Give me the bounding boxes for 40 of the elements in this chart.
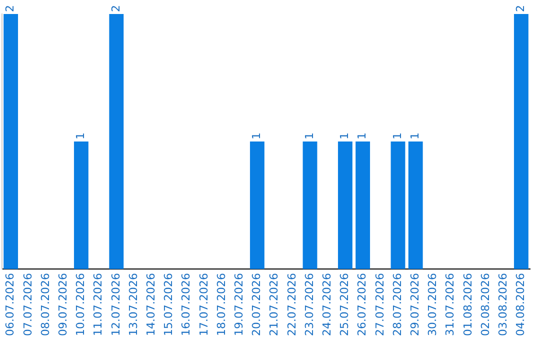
data-label: 1	[356, 132, 369, 140]
x-tick-label: 28.07.2026	[390, 273, 404, 336]
x-tick-label: 29.07.2026	[408, 273, 422, 336]
x-tick-label: 01.08.2026	[461, 273, 474, 336]
data-label: 1	[250, 132, 264, 140]
data-label: 2	[4, 5, 17, 12]
x-tick-label: 15.07.2026	[162, 273, 176, 336]
x-tick-label: 03.08.2026	[496, 273, 510, 336]
x-tick-label: 10.07.2026	[74, 273, 88, 336]
data-label: 1	[74, 132, 88, 140]
x-tick-label: 25.07.2026	[338, 273, 352, 336]
x-tick-label: 22.07.2026	[285, 273, 298, 336]
x-tick-label: 02.08.2026	[478, 273, 492, 336]
x-tick-label: 21.07.2026	[268, 273, 281, 336]
x-tick-label: 06.07.2026	[4, 273, 17, 336]
x-tick-label: 19.07.2026	[232, 273, 246, 336]
data-label: 1	[302, 132, 316, 140]
data-label: 1	[408, 132, 422, 140]
x-tick-label: 16.07.2026	[180, 273, 193, 336]
x-tick-label: 17.07.2026	[197, 273, 210, 336]
data-label: 2	[514, 5, 528, 12]
x-tick-label: 08.07.2026	[38, 273, 52, 336]
data-label: 2	[109, 5, 122, 12]
x-tick-label: 31.07.2026	[444, 273, 457, 336]
x-tick-label: 11.07.2026	[92, 273, 105, 336]
x-tick-label: 23.07.2026	[302, 273, 316, 336]
x-tick-label: 20.07.2026	[250, 273, 264, 336]
x-tick-label: 24.07.2026	[320, 273, 334, 336]
x-tick-label: 30.07.2026	[426, 273, 440, 336]
data-label: 1	[338, 132, 352, 140]
data-label: 1	[390, 132, 404, 140]
x-tick-label: 27.07.2026	[373, 273, 386, 336]
x-tick-label: 04.08.2026	[514, 273, 528, 336]
x-tick-label: 13.07.2026	[126, 273, 140, 336]
x-tick-label: 14.07.2026	[144, 273, 158, 336]
x-tick-label: 07.07.2026	[21, 273, 34, 336]
x-tick-label: 26.07.2026	[356, 273, 369, 336]
x-tick-label: 12.07.2026	[109, 273, 122, 336]
x-tick-label: 18.07.2026	[214, 273, 228, 336]
x-tick-label: 09.07.2026	[56, 273, 70, 336]
